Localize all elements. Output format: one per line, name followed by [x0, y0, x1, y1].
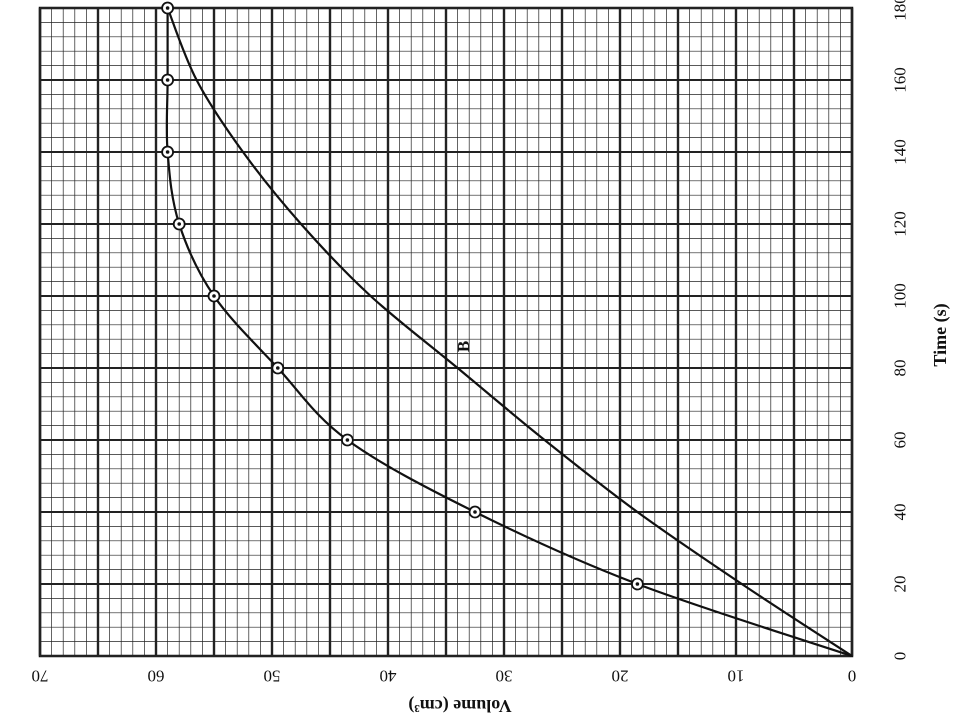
data-point-center: [177, 222, 181, 226]
data-point-center: [473, 510, 477, 514]
data-markers: [161, 1, 644, 591]
volume-tick-label: 50: [264, 667, 281, 686]
data-point-center: [165, 78, 170, 82]
tick-labels: 0 20 40 60 80 100 120 140 160 180 0 10 20 30 40 50 60 70: [32, 0, 910, 686]
curve-b-label: B: [454, 341, 473, 352]
volume-tick-label: 30: [496, 667, 513, 686]
time-tick-label: 160: [891, 67, 910, 93]
curve-b-line: [166, 7, 853, 657]
volume-tick-label: 0: [848, 667, 857, 686]
volume-tick-label: 40: [380, 667, 397, 686]
data-point-center: [635, 582, 640, 586]
graph-paper-grid: [38, 6, 854, 658]
volume-tick-label: 60: [148, 667, 165, 686]
data-point-center: [345, 438, 350, 442]
time-tick-label: 60: [891, 432, 910, 449]
data-point-center: [165, 150, 170, 154]
time-tick-label: 180: [891, 0, 910, 21]
data-point-center: [165, 6, 170, 10]
time-tick-label: 0: [891, 652, 910, 661]
volume-axis-title: Volume (cm³): [408, 695, 511, 716]
time-tick-label: 40: [891, 504, 910, 521]
time-tick-label: 140: [891, 139, 910, 165]
curve-a-line: [165, 8, 853, 658]
time-tick-label: 80: [891, 360, 910, 377]
volume-tick-label: 70: [32, 667, 49, 686]
time-axis-title: Time (s): [930, 303, 951, 366]
curves: [165, 7, 853, 658]
time-tick-label: 100: [891, 283, 910, 309]
volume-tick-label: 20: [612, 667, 629, 686]
data-point-center: [212, 294, 216, 298]
volume-tick-label: 10: [728, 667, 745, 686]
time-tick-label: 20: [891, 576, 910, 593]
time-tick-label: 120: [891, 211, 910, 237]
data-point-center: [276, 366, 280, 370]
